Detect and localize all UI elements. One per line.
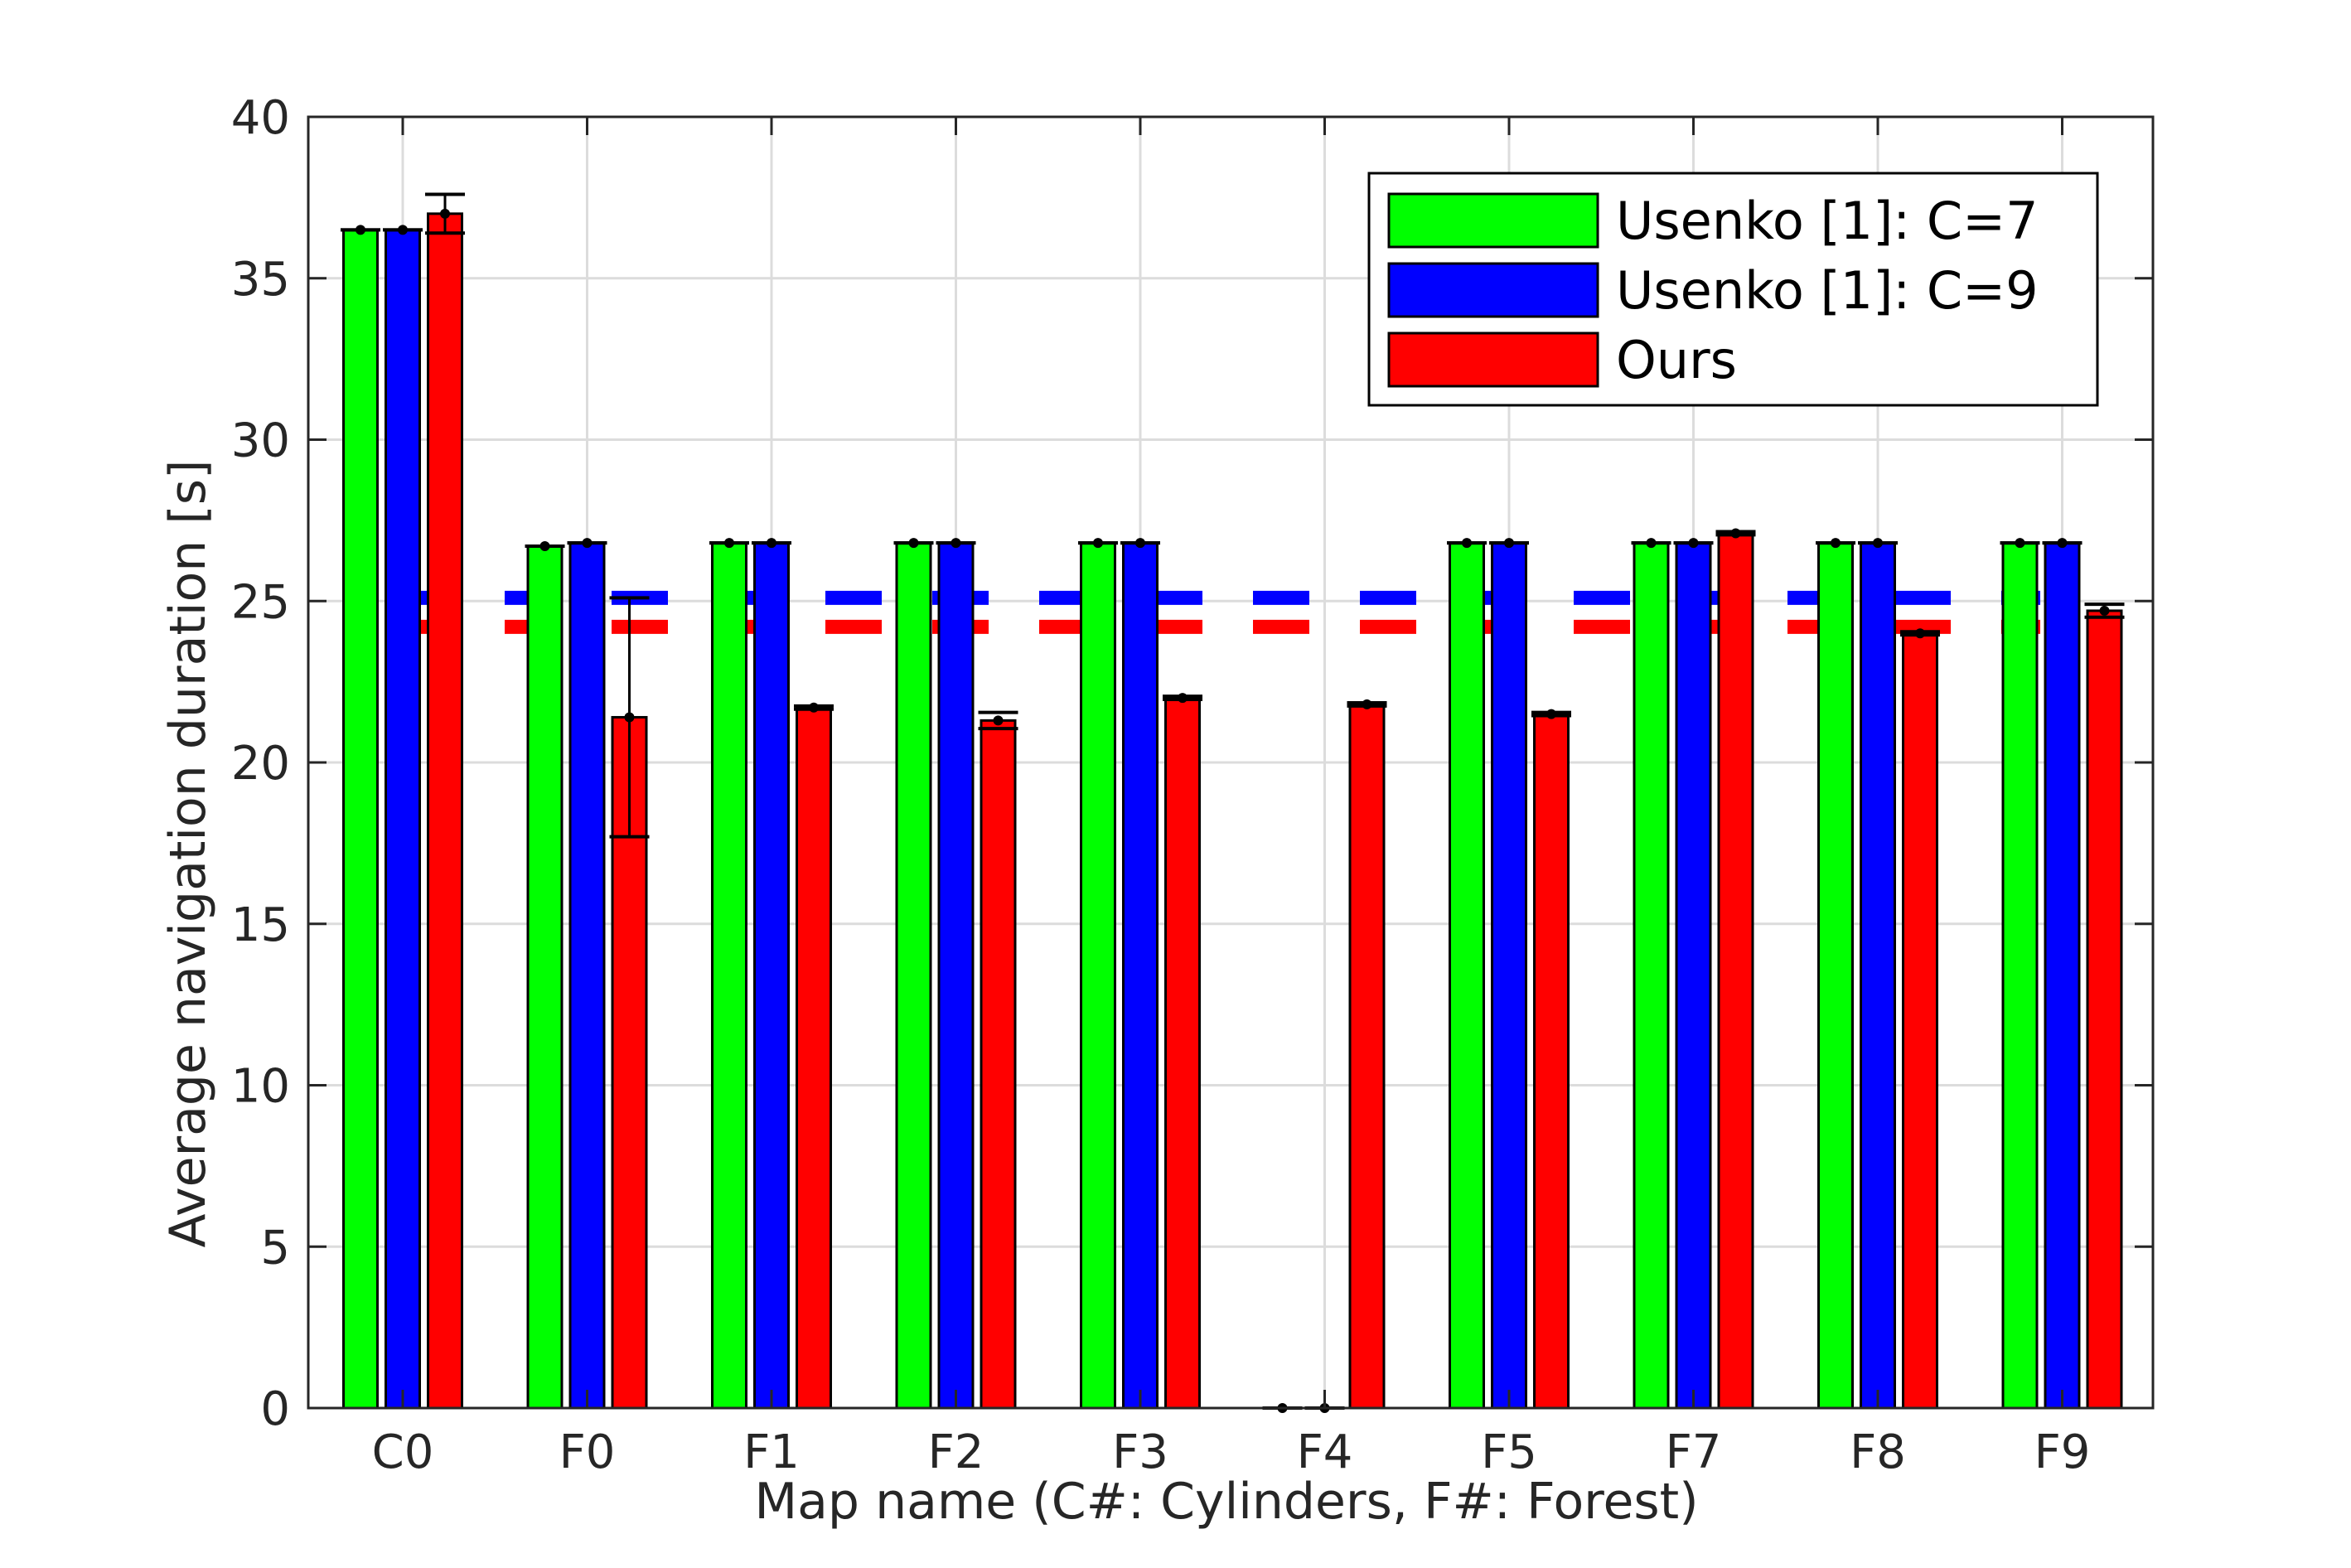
x-tick-label: F0: [559, 1425, 616, 1479]
y-tick-label: 20: [231, 737, 290, 791]
bar-0-F2: [895, 541, 932, 1410]
x-tick-label: F7: [1666, 1425, 1722, 1479]
bar-0-F8: [1817, 541, 1854, 1410]
bar-0-F9: [2001, 541, 2039, 1410]
bar-1-F0: [568, 541, 606, 1410]
data-point: [1831, 538, 1841, 549]
bar-2-F1: [796, 706, 832, 1410]
x-tick-label: F9: [2034, 1425, 2091, 1479]
data-point: [908, 538, 919, 549]
data-point: [1873, 538, 1883, 549]
data-point: [356, 225, 365, 235]
legend-swatch-1: [1387, 262, 1599, 318]
data-point: [1178, 693, 1188, 704]
bar-0-F7: [1633, 541, 1670, 1410]
y-tick-label: 35: [231, 253, 290, 307]
data-point: [1362, 699, 1372, 709]
y-tick-label: 10: [231, 1060, 290, 1114]
legend-label-1: Usenko [1]: C=9: [1616, 260, 2039, 321]
data-point: [1135, 538, 1145, 549]
legend-swatch-0: [1387, 192, 1599, 249]
data-point: [1093, 538, 1103, 549]
legend-swatch-2: [1387, 332, 1599, 388]
data-point: [440, 208, 450, 219]
bar-1-F1: [753, 541, 790, 1410]
x-tick-label: F1: [743, 1425, 800, 1479]
x-tick-label: F5: [1481, 1425, 1537, 1479]
data-point: [1546, 709, 1556, 719]
bar-0-C0: [342, 228, 379, 1410]
tick-labels: 0 5 10 15 20 25 30 35 40 C0 F0 F1 F2 F3 F4 F5 F7 F8 F9: [231, 91, 2091, 1479]
data-point: [809, 702, 819, 713]
bar-1-F5: [1491, 541, 1527, 1410]
bar-2-F2: [980, 719, 1017, 1410]
x-tick-label: F2: [928, 1425, 984, 1479]
data-point: [767, 538, 776, 549]
bar-1-C0: [385, 228, 421, 1410]
data-point: [398, 225, 408, 235]
axes-box: [307, 115, 2155, 1410]
data-point: [724, 538, 734, 549]
bar-2-F4: [1348, 703, 1386, 1410]
y-tick-label: 40: [231, 91, 290, 145]
data-point: [624, 712, 635, 723]
data-point: [1915, 628, 1925, 639]
bar-2-F9: [2086, 609, 2123, 1410]
bar-1-F8: [1860, 541, 1896, 1410]
data-point: [2099, 605, 2110, 616]
data-point: [2057, 538, 2068, 549]
y-tick-label: 30: [231, 414, 290, 468]
bar-2-F5: [1533, 713, 1570, 1410]
y-tick-label: 25: [231, 575, 290, 629]
bar-1-F2: [937, 541, 975, 1410]
legend-label-0: Usenko [1]: C=7: [1616, 191, 2039, 251]
error-bars: [341, 192, 2125, 1413]
data-point: [539, 541, 550, 552]
data-point: [2015, 538, 2025, 549]
bar-2-F3: [1164, 696, 1201, 1410]
axes: [307, 115, 2155, 1410]
y-tick-label: 15: [231, 898, 290, 952]
data-point: [582, 538, 593, 549]
data-point: [1462, 538, 1472, 549]
legend: Usenko [1]: C=7 Usenko [1]: C=9 Ours: [1367, 172, 2099, 407]
bar-0-F5: [1449, 541, 1485, 1410]
data-point: [1688, 538, 1699, 549]
data-point: [993, 715, 1004, 726]
bar-1-F7: [1675, 541, 1712, 1410]
data-point: [1730, 528, 1741, 539]
data-point: [1504, 538, 1514, 549]
bars: [342, 212, 2123, 1410]
x-tick-label: F8: [1850, 1425, 1906, 1479]
bar-2-F7: [1717, 531, 1754, 1410]
data-point: [1646, 538, 1657, 549]
bar-0-F0: [526, 544, 564, 1410]
bar-0-F3: [1080, 541, 1116, 1410]
y-axis-label: Average navigation duration [s]: [159, 460, 217, 1248]
bar-2-C0: [427, 212, 463, 1410]
x-tick-label: C0: [372, 1425, 434, 1479]
y-tick-label: 5: [260, 1221, 290, 1275]
bar-0-F1: [711, 541, 747, 1410]
y-tick-label: 0: [260, 1382, 290, 1436]
x-tick-label: F3: [1112, 1425, 1168, 1479]
bar-1-F9: [2044, 541, 2081, 1410]
bar-2-F8: [1902, 632, 1938, 1410]
x-tick-label: F4: [1297, 1425, 1353, 1479]
x-axis-label: Map name (C#: Cylinders, F#: Forest): [754, 1473, 1698, 1531]
data-point: [951, 538, 961, 549]
bar-1-F3: [1122, 541, 1159, 1410]
legend-label-2: Ours: [1616, 330, 1737, 390]
